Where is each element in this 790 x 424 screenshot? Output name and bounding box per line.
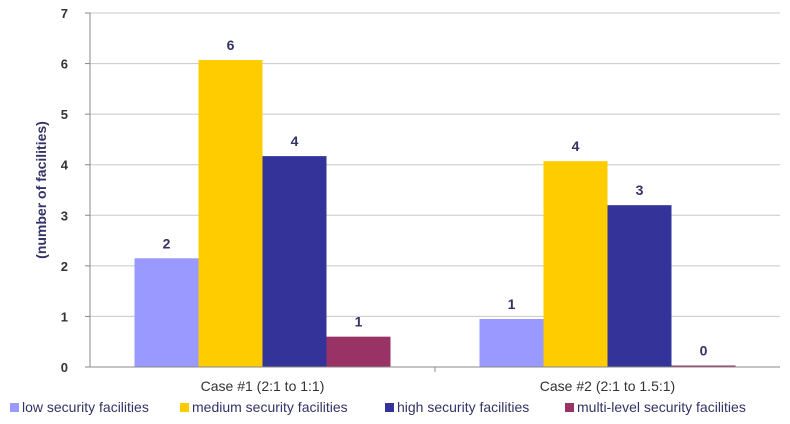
- bars: [134, 60, 736, 367]
- legend-swatch: [180, 403, 189, 412]
- y-tick-label: 2: [61, 259, 68, 274]
- data-labels: 2 6 4 1 1 4 3 0: [163, 37, 708, 358]
- bar: [326, 336, 391, 367]
- data-label: 3: [636, 182, 644, 198]
- data-label: 6: [227, 37, 235, 53]
- y-tick-label: 6: [61, 57, 68, 72]
- legend-label: low security facilities: [22, 399, 149, 415]
- legend-swatch: [385, 403, 394, 412]
- data-label: 4: [291, 133, 299, 149]
- legend: low security facilities medium security f…: [10, 399, 746, 415]
- category-labels: Case #1 (2:1 to 1:1) Case #2 (2:1 to 1.5:…: [201, 367, 675, 394]
- y-tick-label: 1: [61, 309, 68, 324]
- legend-label: multi-level security facilities: [577, 399, 746, 415]
- bar: [262, 156, 327, 367]
- y-tick-label: 4: [61, 158, 69, 173]
- data-label: 4: [572, 138, 580, 154]
- y-tick-label: 0: [61, 360, 68, 375]
- bar: [198, 60, 263, 367]
- y-axis-title: (number of facilities): [33, 121, 49, 259]
- y-tick-label: 5: [61, 107, 68, 122]
- bar: [134, 258, 199, 367]
- bar: [543, 161, 608, 367]
- data-label: 1: [355, 314, 363, 330]
- data-label: 2: [163, 235, 171, 251]
- legend-swatch: [10, 403, 19, 412]
- category-label: Case #2 (2:1 to 1.5:1): [540, 378, 675, 394]
- y-tick-label: 3: [61, 208, 68, 223]
- bar: [671, 365, 736, 367]
- legend-label: medium security facilities: [192, 399, 348, 415]
- data-label: 0: [700, 342, 708, 358]
- y-axis-ticks: 0 1 2 3 4 5 6 7: [61, 6, 90, 375]
- data-label: 1: [508, 296, 516, 312]
- y-tick-label: 7: [61, 6, 68, 21]
- legend-swatch: [565, 403, 574, 412]
- category-label: Case #1 (2:1 to 1:1): [201, 378, 325, 394]
- bar: [607, 205, 672, 367]
- legend-label: high security facilities: [397, 399, 529, 415]
- bar: [479, 318, 544, 367]
